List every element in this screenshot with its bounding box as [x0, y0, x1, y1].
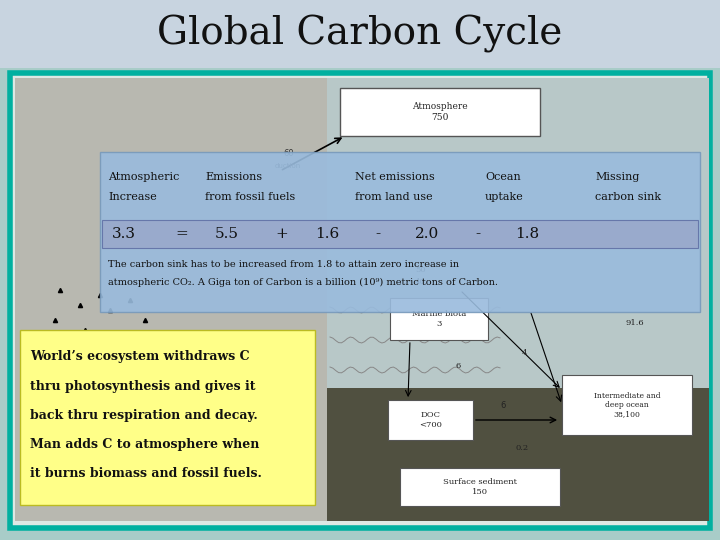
- Text: Ocean: Ocean: [485, 172, 521, 182]
- Text: Increase: Increase: [108, 192, 157, 202]
- Text: duction: duction: [275, 163, 301, 169]
- Text: Atmospheric: Atmospheric: [108, 172, 179, 182]
- Text: from land use: from land use: [355, 192, 433, 202]
- Text: Marine biota
3: Marine biota 3: [412, 310, 466, 328]
- Text: 1.6: 1.6: [315, 227, 339, 241]
- Text: DOC
<700: DOC <700: [419, 411, 442, 429]
- Bar: [20, 330, 315, 505]
- Text: uptake: uptake: [485, 192, 523, 202]
- Text: Intermediate and
deep ocean
38,100: Intermediate and deep ocean 38,100: [594, 392, 660, 418]
- Text: back thru respiration and decay.: back thru respiration and decay.: [30, 409, 258, 422]
- Bar: [0, 0, 720, 68]
- Text: -: -: [375, 227, 380, 241]
- Text: Emissions: Emissions: [205, 172, 262, 182]
- Text: The carbon sink has to be increased from 1.8 to attain zero increase in: The carbon sink has to be increased from…: [108, 260, 459, 269]
- Text: it burns biomass and fossil fuels.: it burns biomass and fossil fuels.: [30, 467, 262, 480]
- Bar: [562, 375, 692, 435]
- Text: +: +: [275, 227, 288, 241]
- Text: 6: 6: [455, 362, 460, 370]
- Text: atmospheric CO₂. A Giga ton of Carbon is a billion (10⁹) metric tons of Carbon.: atmospheric CO₂. A Giga ton of Carbon is…: [108, 278, 498, 287]
- Text: Net emissions: Net emissions: [355, 172, 435, 182]
- Bar: [102, 220, 698, 248]
- Text: Surface sediment
150: Surface sediment 150: [443, 478, 517, 496]
- Text: 60: 60: [283, 149, 294, 158]
- Text: Global Carbon Cycle: Global Carbon Cycle: [157, 15, 563, 53]
- Text: 6: 6: [500, 401, 505, 410]
- Text: World’s ecosystem withdraws C: World’s ecosystem withdraws C: [30, 350, 250, 363]
- Text: 2.0: 2.0: [415, 227, 439, 241]
- Text: Man adds C to atmosphere when: Man adds C to atmosphere when: [30, 438, 259, 451]
- Text: carbon sink: carbon sink: [595, 192, 661, 202]
- Text: Atmosphere
750: Atmosphere 750: [412, 102, 468, 122]
- Text: 91.6: 91.6: [625, 319, 644, 327]
- Text: 0.2: 0.2: [515, 444, 528, 452]
- Bar: [328, 388, 709, 521]
- Bar: [340, 88, 540, 136]
- Text: 40: 40: [415, 278, 426, 286]
- Text: 50: 50: [415, 266, 426, 274]
- Text: 5.5: 5.5: [215, 227, 239, 241]
- Bar: [388, 400, 473, 440]
- Text: from fossil fuels: from fossil fuels: [205, 192, 295, 202]
- Bar: [10, 73, 710, 528]
- Text: 4: 4: [522, 349, 528, 357]
- Bar: [390, 298, 488, 340]
- Text: =: =: [175, 227, 188, 241]
- Bar: [15, 78, 709, 521]
- Bar: [100, 152, 700, 312]
- Text: 1.8: 1.8: [515, 227, 539, 241]
- Text: Missing: Missing: [595, 172, 639, 182]
- Bar: [15, 78, 397, 521]
- Text: -: -: [475, 227, 480, 241]
- Bar: [328, 78, 709, 410]
- Bar: [400, 468, 560, 506]
- Text: 3.3: 3.3: [112, 227, 136, 241]
- Text: thru photosynthesis and gives it: thru photosynthesis and gives it: [30, 380, 256, 393]
